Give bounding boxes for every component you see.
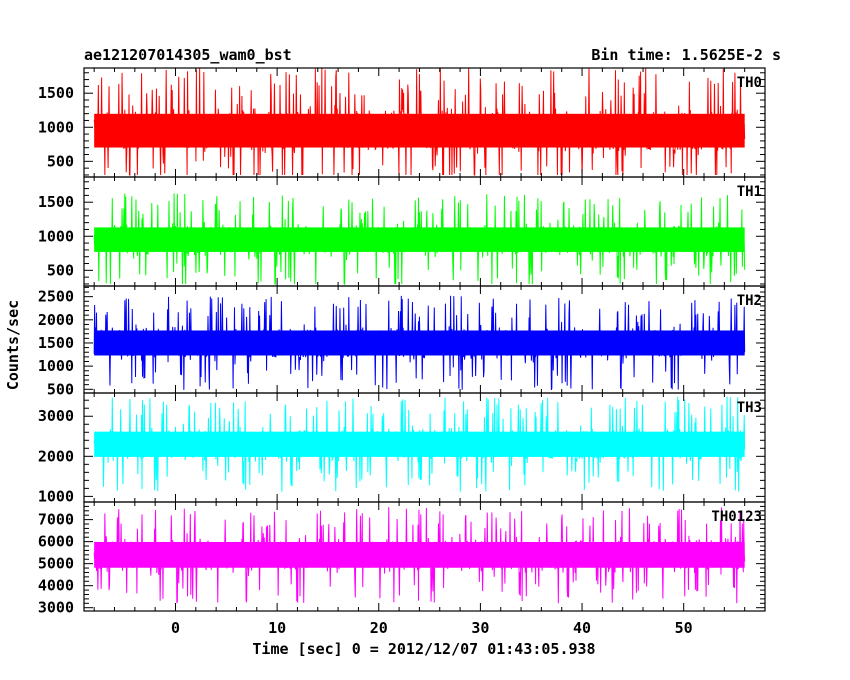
series-th2 <box>93 295 746 391</box>
panel-th0123: 3000 4000 5000 6000 7000 TH0123 <box>38 501 766 617</box>
y-tick-label: 5000 <box>38 555 74 573</box>
y-tick-label: 1500 <box>38 193 74 211</box>
y-tick-label: 500 <box>47 152 74 170</box>
x-tick-label: 0 <box>171 619 180 637</box>
panel-th3: 1000 2000 3000 TH3 <box>38 392 766 505</box>
y-tick-label: 3000 <box>38 407 74 425</box>
panels-group: 50010001500TH050010001500TH1500100015002… <box>38 67 766 637</box>
y-tick-label: 1500 <box>38 84 74 102</box>
panel-frame <box>83 501 766 612</box>
y-axis-label: Counts/sec <box>4 300 22 390</box>
y-tick-label: 1000 <box>38 357 74 375</box>
y-tick-label: 500 <box>47 261 74 279</box>
y-tick-label: 7000 <box>38 511 74 529</box>
chart-title: ae121207014305_wam0_bst <box>84 46 292 64</box>
y-tick-label: 500 <box>47 380 74 398</box>
series-label: TH1 <box>737 184 762 200</box>
x-tick-label: 20 <box>370 619 388 637</box>
panel-th2: 500 1000 1500 2000 2500 TH2 <box>38 285 766 398</box>
chart-subtitle: Bin time: 1.5625E-2 s <box>591 46 781 64</box>
y-tick-label: 2000 <box>38 447 74 465</box>
x-tick-label: 30 <box>471 619 489 637</box>
y-tick-label: 2000 <box>38 311 74 329</box>
series-label: TH0 <box>737 75 762 91</box>
series-label: TH0123 <box>711 509 762 525</box>
panel-th0: 500 1000 1500 TH0 <box>38 67 766 178</box>
y-tick-label: 2500 <box>38 288 74 306</box>
x-tick-label: 50 <box>675 619 693 637</box>
y-tick-label: 1000 <box>38 227 74 245</box>
series-label: TH2 <box>737 293 762 309</box>
y-tick-label: 1500 <box>38 334 74 352</box>
x-axis-label: Time [sec] 0 = 2012/12/07 01:43:05.938 <box>252 640 595 658</box>
y-tick-label: 4000 <box>38 577 74 595</box>
series-th1 <box>93 193 746 286</box>
x-tick-label: 40 <box>573 619 591 637</box>
y-tick-label: 1000 <box>38 118 74 136</box>
y-tick-label: 6000 <box>38 533 74 551</box>
x-tick-label: 10 <box>268 619 286 637</box>
y-tick-label: 3000 <box>38 599 74 617</box>
y-tick-label: 1000 <box>38 487 74 505</box>
series-th3 <box>93 396 746 492</box>
series-th0123 <box>93 507 746 604</box>
panel-th1: 500 1000 1500 TH1 <box>38 176 766 287</box>
series-label: TH3 <box>737 400 762 416</box>
series-th0 <box>93 68 746 176</box>
